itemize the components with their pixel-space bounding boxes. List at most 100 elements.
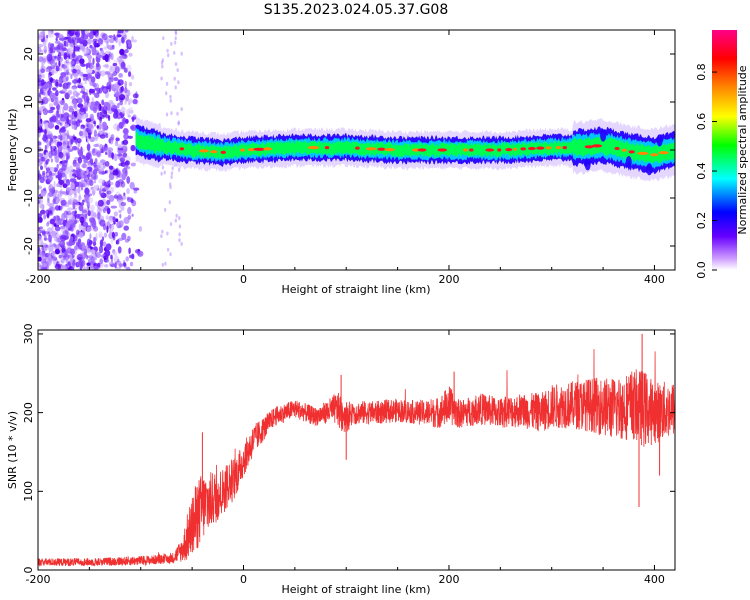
signal-peak — [307, 146, 320, 150]
noise-speckle — [120, 61, 126, 70]
noise-speckle — [47, 31, 54, 38]
noise-speckle — [112, 62, 118, 67]
noise-speckle — [56, 237, 59, 243]
noise-speckle — [102, 64, 109, 68]
noise-speckle — [66, 134, 70, 140]
noise-speckle — [74, 102, 78, 111]
signal-peak — [505, 148, 513, 152]
noise-speckle — [58, 33, 63, 38]
snr-x-ticks: -200 0 200 400 — [26, 330, 665, 586]
noise-speckle — [38, 43, 44, 48]
noise-speckle — [71, 30, 74, 33]
signal-peak — [253, 147, 266, 151]
noise-speckle — [71, 145, 78, 151]
noise-speckle — [78, 244, 83, 251]
noise-speckle — [68, 46, 73, 54]
noise-speckle — [104, 170, 107, 174]
noise-speckle — [118, 73, 123, 78]
noise-speckle — [108, 194, 115, 202]
noise-speckle — [79, 202, 85, 206]
noise-speckle — [69, 178, 74, 183]
noise-speckle — [41, 74, 45, 79]
noise-speckle — [103, 181, 107, 187]
noise-speckle — [102, 123, 107, 132]
signal-peak — [210, 150, 218, 154]
noise-speckle — [176, 111, 179, 116]
noise-speckle — [44, 144, 48, 150]
noise-speckle — [97, 37, 103, 45]
signal-peak — [485, 148, 495, 152]
noise-speckle — [123, 217, 130, 224]
noise-speckle — [43, 102, 46, 111]
noise-speckle — [46, 172, 50, 176]
noise-speckle — [98, 245, 104, 254]
noise-speckle — [42, 231, 46, 235]
noise-speckle — [126, 266, 131, 270]
signal-spike — [584, 158, 591, 171]
noise-speckle — [51, 115, 57, 123]
noise-speckle — [50, 158, 53, 163]
noise-speckle — [65, 222, 71, 229]
noise-speckle — [47, 198, 50, 204]
noise-speckle — [110, 254, 113, 260]
spectrogram-x-tick-label: 200 — [438, 273, 459, 286]
noise-speckle — [166, 231, 169, 236]
signal-peak — [179, 147, 184, 151]
noise-speckle — [48, 183, 54, 190]
noise-speckle — [44, 244, 49, 248]
noise-speckle — [40, 68, 45, 74]
noise-speckle — [161, 262, 164, 267]
noise-speckle — [121, 232, 127, 240]
noise-speckle — [96, 54, 103, 58]
noise-speckle — [76, 167, 82, 175]
noise-speckle — [76, 118, 81, 127]
noise-speckle — [38, 249, 42, 257]
noise-speckle — [57, 172, 63, 180]
noise-speckle — [90, 249, 96, 257]
noise-speckle — [118, 121, 124, 129]
noise-speckle — [95, 252, 101, 258]
noise-speckle — [60, 264, 67, 270]
noise-speckle — [94, 158, 98, 164]
noise-speckle — [110, 237, 114, 244]
noise-speckle — [48, 175, 54, 181]
noise-speckle — [98, 90, 102, 94]
noise-speckle — [53, 180, 56, 188]
noise-speckle — [110, 52, 114, 61]
noise-speckle — [120, 206, 125, 211]
spectrogram-y-tick-label: 10 — [22, 95, 35, 109]
noise-speckle — [39, 176, 45, 184]
noise-speckle — [86, 226, 91, 233]
noise-speckle — [66, 140, 70, 147]
noise-speckle — [90, 210, 95, 217]
noise-speckle — [124, 80, 127, 89]
noise-speckle — [168, 200, 171, 205]
noise-speckle — [74, 38, 78, 47]
noise-speckle — [109, 67, 114, 75]
noise-speckle — [109, 46, 115, 50]
noise-speckle — [106, 190, 112, 195]
noise-speckle — [82, 221, 89, 227]
signal-peak — [324, 146, 330, 150]
noise-speckle — [79, 170, 87, 178]
noise-speckle — [73, 219, 78, 225]
noise-speckle — [93, 143, 99, 148]
noise-speckle — [38, 34, 43, 41]
noise-speckle — [108, 115, 111, 122]
noise-speckle — [116, 238, 120, 245]
noise-speckle — [87, 210, 91, 217]
noise-speckle — [48, 51, 53, 57]
noise-speckle — [88, 102, 91, 108]
noise-speckle — [60, 168, 66, 175]
signal-peak — [411, 148, 421, 152]
noise-speckle — [84, 195, 90, 204]
noise-speckle — [72, 79, 78, 84]
noise-speckle — [118, 163, 123, 167]
noise-speckle — [58, 258, 63, 266]
signal-peak — [536, 146, 545, 150]
noise-speckle — [98, 178, 105, 184]
noise-speckle — [109, 37, 115, 44]
noise-speckle — [163, 207, 167, 212]
noise-speckle — [99, 184, 104, 189]
noise-speckle — [80, 81, 84, 86]
